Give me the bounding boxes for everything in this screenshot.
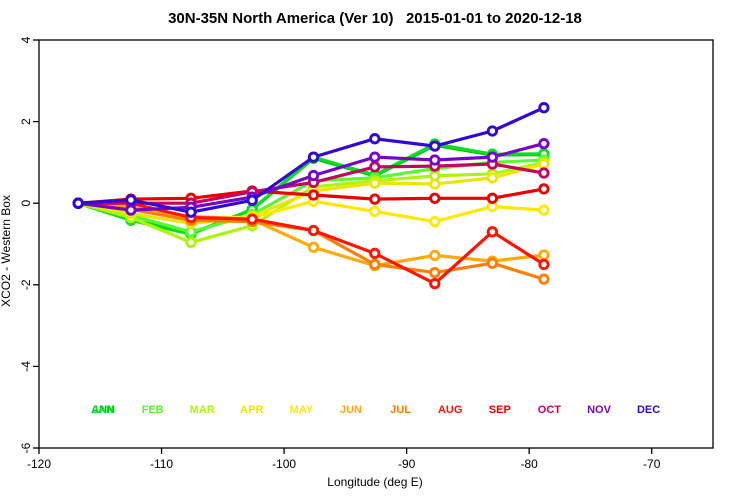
data-point-jun bbox=[429, 249, 441, 262]
x-tick-label: -100 bbox=[272, 457, 296, 471]
data-point-oct bbox=[369, 161, 381, 173]
y-axis-label: XCO2 - Western Box bbox=[0, 195, 13, 307]
legend-item-mar: MAR bbox=[190, 404, 215, 416]
data-point-nov bbox=[307, 169, 320, 182]
data-point-aug bbox=[486, 226, 499, 238]
series-line-jul bbox=[76, 201, 546, 281]
y-tick-label: 4 bbox=[19, 36, 33, 43]
legend-item-ann: ANN bbox=[91, 404, 115, 416]
data-point-sep bbox=[307, 189, 320, 201]
data-point-dec bbox=[369, 133, 381, 145]
legend-item-aug: AUG bbox=[438, 404, 462, 416]
plot-border bbox=[38, 39, 714, 449]
data-point-nov bbox=[429, 154, 441, 166]
data-point-apr bbox=[429, 178, 441, 190]
data-point-dec bbox=[486, 125, 499, 137]
data-point-aug bbox=[246, 213, 258, 225]
data-point-nov bbox=[125, 204, 137, 216]
data-point-aug bbox=[429, 277, 441, 290]
legend-item-apr: APR bbox=[240, 404, 263, 416]
data-point-sep bbox=[429, 192, 441, 204]
data-point-nov bbox=[538, 137, 550, 150]
y-tick-label: -4 bbox=[19, 361, 33, 372]
legend-item-nov: NOV bbox=[587, 404, 612, 416]
data-point-oct bbox=[538, 167, 550, 179]
legend-item-sep: SEP bbox=[489, 404, 511, 416]
data-point-dec bbox=[246, 194, 258, 206]
x-tick-label: -70 bbox=[643, 457, 661, 471]
data-point-may bbox=[429, 215, 441, 228]
data-point-jun bbox=[307, 241, 320, 253]
data-point-apr bbox=[486, 172, 499, 184]
legend-item-oct: OCT bbox=[538, 404, 562, 416]
x-tick-label: -120 bbox=[27, 457, 51, 471]
y-tick-label: 0 bbox=[19, 200, 33, 207]
data-point-dec bbox=[72, 197, 84, 209]
data-point-jun bbox=[538, 249, 550, 261]
data-point-aug bbox=[307, 224, 320, 237]
y-tick-label: -6 bbox=[19, 442, 33, 453]
data-point-dec bbox=[125, 194, 137, 206]
data-point-nov bbox=[369, 151, 381, 163]
legend-item-may: MAY bbox=[290, 404, 314, 416]
data-point-mar bbox=[185, 236, 197, 249]
x-axis-label: Longitude (deg E) bbox=[327, 475, 423, 489]
x-tick-label: -80 bbox=[521, 457, 539, 471]
data-point-aug bbox=[538, 258, 550, 271]
y-tick-label: -2 bbox=[19, 279, 33, 290]
legend-item-dec: DEC bbox=[637, 404, 660, 416]
data-point-jul bbox=[369, 258, 381, 271]
legend-item-jan: JAN bbox=[92, 404, 114, 416]
data-point-dec bbox=[538, 102, 550, 114]
data-point-nov bbox=[486, 151, 499, 163]
data-point-sep bbox=[486, 192, 499, 204]
data-point-jul bbox=[429, 266, 441, 279]
data-point-aug bbox=[369, 247, 381, 260]
data-point-sep bbox=[369, 193, 381, 205]
data-point-sep bbox=[538, 183, 550, 195]
data-point-apr bbox=[369, 177, 381, 189]
x-tick-label: -90 bbox=[398, 457, 416, 471]
data-point-dec bbox=[307, 151, 320, 163]
data-point-may bbox=[538, 204, 550, 216]
x-tick-label: -110 bbox=[150, 457, 173, 471]
data-point-dec bbox=[429, 140, 441, 152]
legend-item-jun: JUN bbox=[340, 404, 362, 416]
y-tick-label: 2 bbox=[19, 118, 33, 125]
data-point-dec bbox=[185, 206, 197, 218]
data-point-may bbox=[369, 205, 381, 218]
chart-title: 30N-35N North America (Ver 10) 2015-01-0… bbox=[168, 10, 582, 27]
legend-item-feb: FEB bbox=[142, 404, 164, 416]
data-point-jul bbox=[486, 257, 499, 269]
data-point-jul bbox=[538, 273, 550, 285]
data-point-apr bbox=[538, 158, 550, 170]
legend-item-jul: JUL bbox=[390, 404, 411, 416]
